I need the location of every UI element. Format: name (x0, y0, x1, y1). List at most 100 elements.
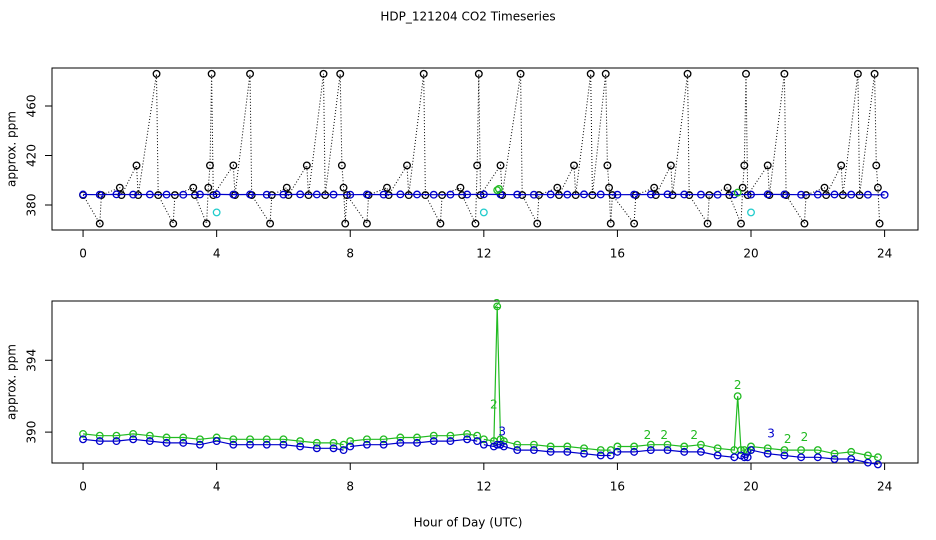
data-point (446, 431, 455, 440)
y-tick-label: 460 (25, 95, 39, 118)
data-point (588, 191, 597, 200)
data-point (206, 161, 214, 170)
data-point (396, 190, 405, 199)
x-axis-label: Hour of Day (UTC) (414, 516, 523, 530)
data-point (546, 190, 555, 199)
data-point (763, 161, 772, 170)
data-point (145, 437, 154, 446)
data-point (196, 435, 204, 444)
data-point (474, 69, 483, 78)
data-point (145, 431, 154, 440)
data-point (463, 435, 472, 444)
data-point (663, 190, 672, 199)
data-point (613, 447, 622, 456)
data-point (112, 190, 121, 199)
data-point (596, 451, 605, 460)
data-point (763, 444, 772, 453)
data-point (873, 460, 882, 469)
data-point (733, 392, 742, 401)
point-label: 2 (493, 297, 501, 311)
data-point (229, 440, 238, 449)
plot-frame (51, 67, 919, 231)
data-point (680, 447, 689, 456)
data-point (586, 69, 595, 78)
x-tick-label: 24 (877, 247, 892, 261)
series-line (82, 73, 881, 226)
data-point (863, 190, 872, 199)
data-point (830, 455, 839, 463)
point-label: 2 (490, 398, 498, 412)
x-tick-label: 0 (79, 247, 87, 261)
data-point (613, 190, 622, 199)
point-label: 2 (644, 428, 652, 442)
data-point (870, 69, 879, 78)
data-point (346, 437, 355, 446)
data-point (229, 161, 238, 170)
data-point (630, 190, 639, 199)
data-point (580, 444, 588, 453)
data-point (630, 219, 639, 228)
data-point (733, 188, 742, 197)
data-point (169, 219, 178, 228)
data-point (563, 442, 572, 451)
data-point (404, 191, 413, 200)
data-point (703, 219, 712, 228)
data-point (129, 435, 138, 444)
data-point (663, 440, 672, 449)
x-tick-label: 16 (610, 247, 625, 261)
x-tick-label: 8 (346, 480, 354, 494)
data-point (723, 183, 732, 192)
data-point (266, 219, 275, 228)
y-axis-label: approx. ppm (5, 111, 19, 187)
x-tick-label: 8 (346, 247, 354, 261)
data-point (379, 190, 388, 199)
data-point (473, 161, 482, 170)
data-point (516, 69, 525, 78)
data-point (117, 191, 126, 200)
data-point (145, 190, 154, 199)
data-point (513, 190, 522, 199)
point-label: 2 (690, 428, 698, 442)
data-point (820, 183, 829, 192)
data-point (872, 161, 881, 170)
data-point (513, 440, 522, 449)
data-point (696, 190, 705, 199)
data-point (493, 302, 502, 311)
data-point (830, 449, 839, 458)
y-tick-label: 380 (25, 194, 39, 217)
data-point (329, 190, 338, 199)
data-point (262, 440, 271, 449)
data-point (196, 440, 204, 449)
point-label: 2 (784, 432, 792, 446)
data-point (79, 190, 88, 199)
data-point (341, 219, 350, 228)
data-point (797, 190, 806, 199)
data-point (613, 442, 622, 451)
data-point (529, 446, 538, 455)
data-point (650, 183, 659, 192)
x-tick-label: 20 (743, 247, 758, 261)
data-point (837, 161, 846, 170)
data-point (246, 69, 254, 78)
data-point (875, 219, 884, 228)
data-point (880, 190, 889, 199)
data-point (95, 219, 104, 228)
data-point (606, 451, 615, 460)
data-point (319, 69, 328, 78)
data-point (179, 190, 188, 199)
data-point (743, 453, 752, 462)
data-point (529, 440, 538, 449)
data-point (179, 438, 188, 447)
x-tick-label: 12 (476, 480, 491, 494)
data-point (476, 191, 485, 200)
data-point (296, 437, 305, 446)
series-line (83, 438, 879, 465)
data-point (312, 444, 321, 453)
data-point (337, 161, 346, 170)
data-point (605, 183, 614, 192)
data-point (362, 440, 371, 449)
data-point (499, 442, 508, 451)
data-point (580, 449, 588, 458)
data-point (666, 161, 675, 170)
